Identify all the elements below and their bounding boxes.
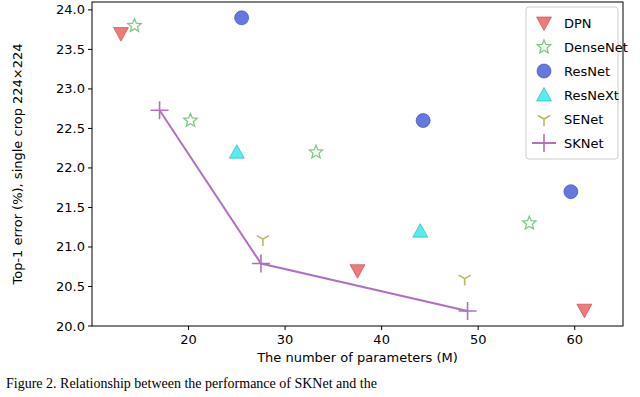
point — [151, 101, 169, 119]
y-tick — [88, 9, 92, 10]
point — [128, 19, 141, 32]
point — [235, 11, 249, 25]
y-tick-label: 23.5 — [56, 42, 85, 57]
point — [113, 28, 128, 42]
y-tick — [88, 246, 92, 247]
y-tick-label: 24.0 — [56, 2, 85, 17]
x-tick — [574, 326, 575, 330]
series-line — [160, 110, 468, 311]
legend-label: SKNet — [564, 136, 604, 151]
point — [459, 302, 477, 320]
legend-label: ResNet — [564, 64, 610, 79]
y-tick-label: 20.0 — [56, 319, 85, 334]
x-tick-label: 40 — [373, 332, 390, 347]
y-tick-label: 20.5 — [56, 279, 85, 294]
y-tick-label: 22.0 — [56, 160, 85, 175]
legend-marker — [537, 64, 551, 78]
x-tick-label: 60 — [566, 332, 583, 347]
point — [416, 114, 430, 128]
plot-frame — [92, 2, 623, 326]
point — [564, 185, 578, 199]
point — [577, 304, 592, 318]
point — [229, 145, 244, 159]
y-tick — [88, 49, 92, 50]
y-tick-label: 21.0 — [56, 239, 85, 254]
point — [523, 216, 536, 229]
legend-marker — [538, 116, 550, 127]
point — [413, 224, 428, 238]
y-tick-label: 22.5 — [56, 121, 85, 136]
point — [257, 236, 269, 247]
legend-marker — [537, 88, 552, 102]
y-axis-label: Top-1 error (%), single crop 224×224 — [10, 43, 25, 285]
point — [459, 275, 471, 286]
point — [309, 145, 322, 158]
y-tick-label: 21.5 — [56, 200, 85, 215]
caption: Figure 2. Relationship between the perfo… — [6, 376, 377, 391]
point — [252, 255, 270, 273]
y-tick-label: 23.0 — [56, 81, 85, 96]
y-tick — [88, 167, 92, 168]
x-tick — [285, 326, 286, 330]
x-tick — [188, 326, 189, 330]
x-tick — [478, 326, 479, 330]
point — [184, 114, 197, 127]
y-tick — [88, 128, 92, 129]
x-tick — [381, 326, 382, 330]
x-axis-label: The number of parameters (M) — [256, 350, 458, 365]
legend-marker — [537, 17, 552, 31]
legend-label: DPN — [564, 16, 592, 31]
x-tick-label: 20 — [180, 332, 197, 347]
legend-label: ResNeXt — [564, 88, 619, 103]
y-tick — [88, 286, 92, 287]
legend-box — [526, 7, 618, 159]
legend-marker — [535, 134, 553, 152]
legend-marker — [537, 40, 550, 53]
x-tick-label: 30 — [277, 332, 294, 347]
legend: DPN DenseNet ResNet ResNeXt SENet SKNet — [526, 7, 628, 159]
legend-label: DenseNet — [564, 40, 628, 55]
y-tick — [88, 207, 92, 208]
x-tick-label: 50 — [470, 332, 487, 347]
plot-area — [113, 11, 591, 320]
y-tick — [88, 326, 92, 327]
chart: 20 30 40 50 60 20.0 20.5 21.0 21.5 22.0 22.5 23.0 23… — [0, 0, 640, 397]
legend-label: SENet — [564, 112, 603, 127]
point — [350, 265, 365, 279]
y-tick — [88, 88, 92, 89]
